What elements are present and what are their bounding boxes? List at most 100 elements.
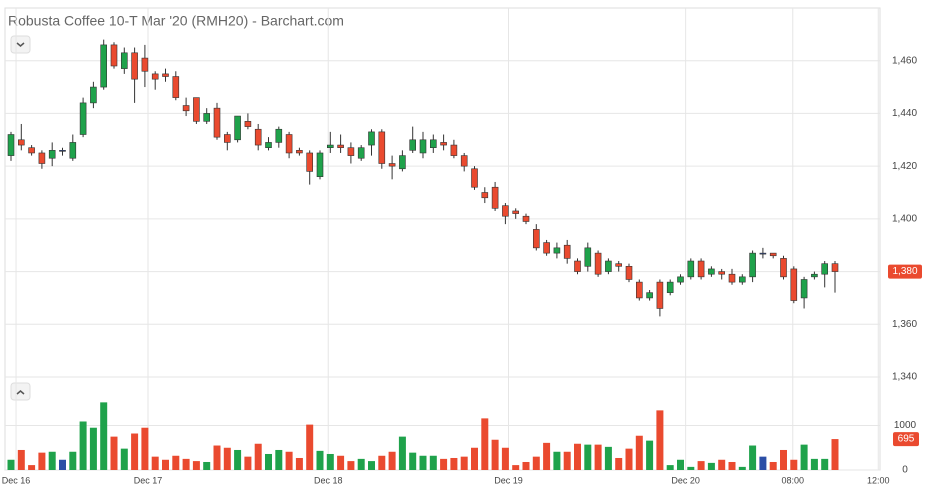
- candle-body: [646, 292, 653, 299]
- x-tick-label: Dec 20: [671, 475, 700, 485]
- candle-body: [337, 144, 344, 148]
- last-volume-label: 695: [898, 434, 915, 445]
- volume-bar: [574, 443, 581, 470]
- y-tick-label: 0: [902, 465, 908, 476]
- candle-body: [368, 131, 375, 146]
- volume-bar: [223, 447, 231, 470]
- candle-body: [265, 142, 272, 148]
- expand-button[interactable]: [10, 382, 31, 401]
- volume-bar: [38, 452, 46, 470]
- candle-body: [532, 229, 540, 249]
- volume-bar: [738, 466, 746, 470]
- candle-body: [759, 252, 767, 255]
- volume-bar: [28, 465, 36, 470]
- candle-body: [656, 281, 664, 309]
- candle-body: [563, 244, 571, 259]
- candle-body: [244, 121, 252, 127]
- candle-body: [831, 263, 839, 272]
- volume-bar: [512, 465, 520, 470]
- candle-body: [625, 265, 633, 280]
- volume-bar: [120, 448, 128, 470]
- volume-bar: [151, 456, 159, 470]
- candle-body: [574, 260, 581, 272]
- volume-bar: [100, 402, 108, 470]
- volume-bar: [604, 446, 612, 470]
- candle-body: [100, 44, 107, 88]
- y-tick-label: 1,460: [892, 55, 917, 66]
- volume-bar: [790, 459, 798, 470]
- volume-bar: [584, 444, 592, 470]
- y-tick-label: 1,340: [892, 372, 917, 383]
- candle-body: [59, 150, 66, 152]
- candle-body: [790, 268, 798, 301]
- candle-body: [738, 276, 746, 283]
- candle-body: [131, 52, 138, 80]
- volume-bar: [780, 449, 787, 470]
- candle-body: [254, 128, 262, 146]
- candle-body: [800, 279, 808, 299]
- volume-bar: [656, 410, 664, 470]
- candle-body: [172, 76, 180, 98]
- volume-bar: [563, 451, 571, 470]
- y-tick-label: 1,440: [892, 108, 917, 119]
- candle-body: [821, 263, 829, 275]
- volume-bar: [275, 449, 283, 470]
- candle-body: [687, 260, 695, 278]
- candle-body: [193, 97, 200, 122]
- volume-bar: [491, 439, 499, 470]
- candle-body: [666, 281, 674, 293]
- candle-body: [553, 247, 561, 254]
- last-volume-tag: [893, 432, 919, 447]
- candle-body: [635, 281, 643, 299]
- candle-body: [203, 113, 210, 122]
- candle-body: [749, 252, 756, 278]
- volume-bar: [59, 459, 66, 470]
- candle-body: [388, 163, 396, 167]
- candle-body: [79, 102, 87, 135]
- volume-bar: [718, 459, 726, 470]
- volume-bar: [769, 461, 777, 470]
- volume-bar: [460, 456, 468, 470]
- volume-bar: [594, 444, 602, 470]
- candle-body: [728, 273, 736, 283]
- volume-bar: [543, 442, 551, 470]
- candle-body: [697, 260, 705, 278]
- volume-bar: [440, 458, 448, 470]
- volume-bar: [707, 462, 715, 470]
- y-tick-label: 1,420: [892, 161, 917, 172]
- volume-bar: [687, 466, 695, 470]
- candle-body: [481, 192, 489, 199]
- candle-body: [357, 147, 365, 159]
- volume-bar: [759, 456, 767, 470]
- volume-bar: [172, 455, 180, 470]
- volume-bar: [326, 453, 334, 470]
- candle-body: [7, 134, 15, 156]
- collapse-button[interactable]: [10, 35, 31, 54]
- volume-bar: [625, 448, 633, 470]
- volume-bar: [347, 461, 355, 470]
- volume-bar: [182, 458, 190, 470]
- candle-body: [48, 150, 56, 159]
- candle-body: [543, 242, 550, 254]
- volume-bar: [141, 427, 149, 470]
- candle-body: [429, 139, 437, 148]
- volume-bar: [831, 439, 839, 470]
- volume-bar: [728, 461, 736, 470]
- volume-bar: [244, 456, 252, 470]
- volume-bar: [69, 451, 77, 470]
- volume-bar: [234, 449, 242, 470]
- volume-bar: [48, 451, 56, 470]
- candle-body: [378, 131, 386, 164]
- candle-body: [121, 52, 128, 69]
- candle-body: [28, 147, 35, 154]
- candle-body: [584, 247, 592, 267]
- candle-body: [224, 134, 231, 143]
- volume-bar: [337, 455, 345, 470]
- candle-body: [110, 44, 118, 67]
- candle-body: [306, 152, 314, 172]
- volume-bar: [810, 458, 818, 470]
- volume-bar: [666, 465, 674, 470]
- volume-bar: [265, 453, 272, 470]
- volume-bar: [295, 457, 303, 470]
